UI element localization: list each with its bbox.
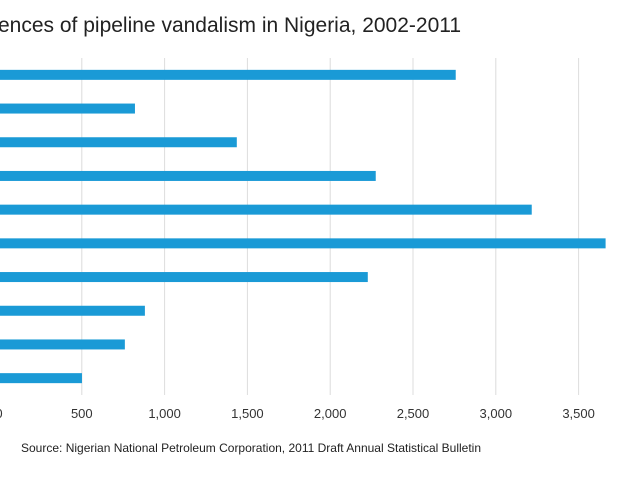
chart-title: ences of pipeline vandalism in Nigeria, … bbox=[0, 14, 462, 37]
bar bbox=[0, 339, 125, 350]
bar bbox=[0, 373, 82, 384]
bar bbox=[0, 238, 606, 249]
x-tick-label: 2,500 bbox=[397, 406, 430, 421]
x-tick-label: 1,500 bbox=[231, 406, 264, 421]
x-tick-label: 0 bbox=[0, 406, 3, 421]
x-tick-label: 3,500 bbox=[562, 406, 595, 421]
x-tick-label: 2,000 bbox=[314, 406, 347, 421]
source-note: Source: Nigerian National Petroleum Corp… bbox=[21, 441, 482, 455]
bar bbox=[0, 69, 456, 80]
bar bbox=[0, 170, 376, 181]
bar bbox=[0, 204, 532, 215]
x-tick-label: 1,000 bbox=[148, 406, 181, 421]
bar bbox=[0, 103, 135, 114]
bar bbox=[0, 272, 368, 283]
x-tick-label: 3,000 bbox=[480, 406, 513, 421]
bar bbox=[0, 137, 237, 148]
x-tick-label: 500 bbox=[71, 406, 93, 421]
bar bbox=[0, 305, 145, 316]
